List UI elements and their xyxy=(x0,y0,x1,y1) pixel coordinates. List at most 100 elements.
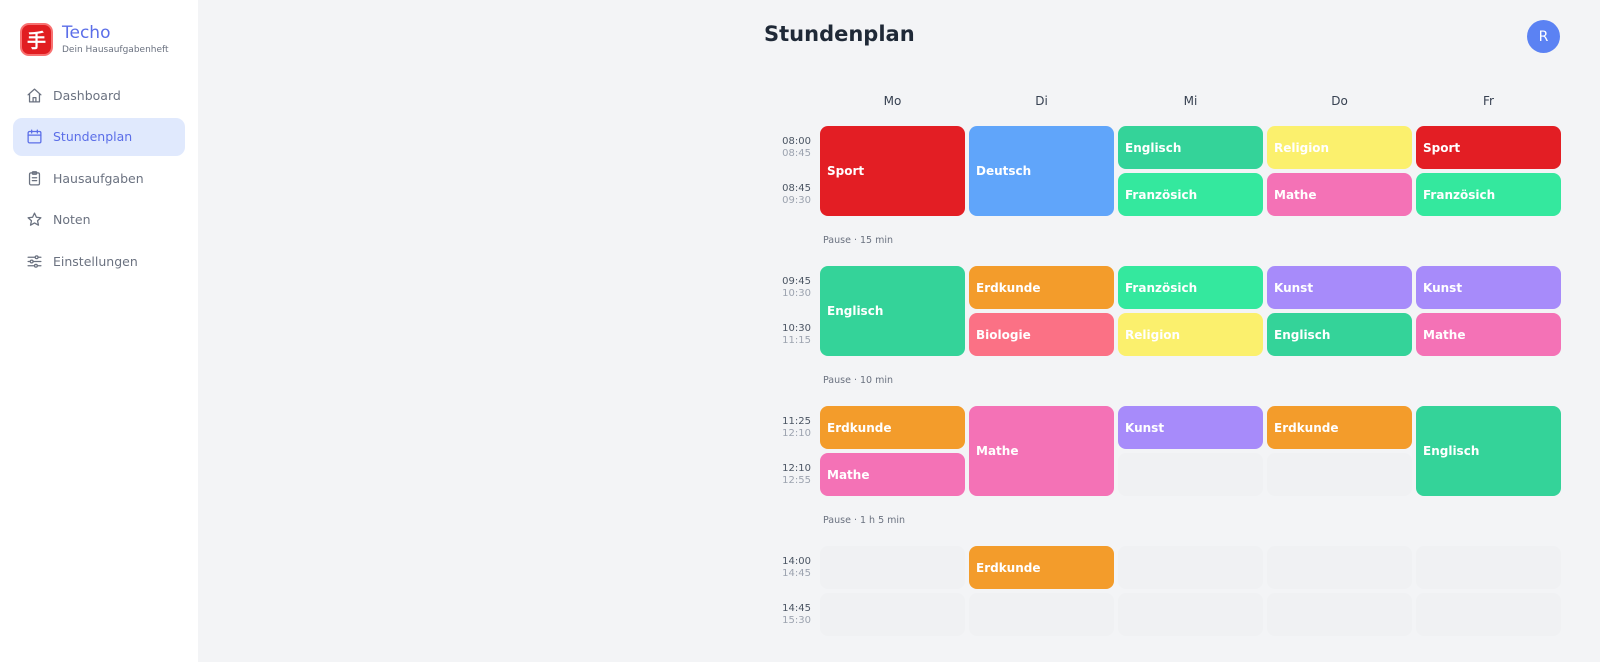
empty-slot[interactable] xyxy=(820,593,965,636)
sidebar-item-label: Noten xyxy=(53,212,91,227)
period-time: 09:45 10:30 xyxy=(760,276,811,300)
lesson-subject: Kunst xyxy=(1125,420,1165,435)
period-start-time: 14:45 xyxy=(782,603,811,614)
lesson-card[interactable]: Kunst xyxy=(1118,406,1263,449)
day-header-mo: Mo xyxy=(883,94,902,108)
lesson-subject: Deutsch xyxy=(976,164,1032,178)
star-icon xyxy=(27,212,42,226)
lesson-card[interactable]: Religion xyxy=(1118,313,1263,356)
lesson-card[interactable]: Mathe xyxy=(1267,173,1412,216)
home-icon xyxy=(27,87,42,103)
pause-label: Pause · 15 min xyxy=(823,235,894,246)
day-header-fr: Fr xyxy=(1483,94,1494,108)
empty-slot[interactable] xyxy=(1267,453,1412,496)
period-time: 14:45 15:30 xyxy=(760,603,811,627)
app-tagline: Dein Hausaufgabenheft xyxy=(62,45,169,55)
pause-label: Pause · 10 min xyxy=(823,375,894,386)
sliders-icon xyxy=(27,254,42,268)
period-start-time: 09:45 xyxy=(782,276,811,287)
period-time: 08:45 09:30 xyxy=(760,183,811,207)
lesson-card[interactable]: Französich xyxy=(1118,266,1263,309)
lesson-card[interactable]: Deutsch xyxy=(969,126,1114,216)
lesson-subject: Kunst xyxy=(1274,280,1314,295)
day-header-mi: Mi xyxy=(1183,94,1198,108)
sidebar: 手 Techo Dein Hausaufgabenheft Dashboard … xyxy=(0,0,198,662)
day-header-di: Di xyxy=(1035,94,1048,108)
period-start-time: 08:00 xyxy=(782,136,811,147)
sidebar-item-label: Stundenplan xyxy=(53,129,133,144)
empty-slot[interactable] xyxy=(1118,546,1263,589)
lesson-card[interactable]: Erdkunde xyxy=(1267,406,1412,449)
lesson-card[interactable]: Sport xyxy=(820,126,965,216)
period-time: 10:30 11:15 xyxy=(760,323,811,347)
sidebar-item-label: Einstellungen xyxy=(53,253,138,269)
period-end-time: 09:30 xyxy=(782,195,811,206)
lesson-card[interactable]: Mathe xyxy=(1416,313,1561,356)
empty-slot[interactable] xyxy=(969,593,1114,636)
clipboard-icon xyxy=(28,170,41,186)
period-time: 12:10 12:55 xyxy=(760,463,811,487)
lesson-subject: Mathe xyxy=(976,444,1019,458)
lesson-card[interactable]: Sport xyxy=(1416,126,1561,169)
brand[interactable]: 手 Techo Dein Hausaufgabenheft xyxy=(20,23,169,56)
sidebar-item-label: Dashboard xyxy=(53,87,121,103)
lesson-subject: Religion xyxy=(1125,327,1181,342)
lesson-subject: Englisch xyxy=(1274,327,1331,342)
lesson-card[interactable]: Biologie xyxy=(969,313,1114,356)
lesson-subject: Sport xyxy=(827,164,865,178)
lesson-card[interactable]: Englisch xyxy=(1416,406,1561,496)
period-end-time: 15:30 xyxy=(782,615,811,626)
sidebar-nav: Dashboard Stundenplan Hausaufgaben Noten… xyxy=(13,76,185,284)
period-start-time: 14:00 xyxy=(782,556,811,567)
lesson-subject: Englisch xyxy=(827,304,884,318)
period-start-time: 10:30 xyxy=(782,323,811,334)
sidebar-item-einstellungen[interactable]: Einstellungen xyxy=(13,242,185,280)
lesson-card[interactable]: Englisch xyxy=(820,266,965,356)
period-start-time: 11:25 xyxy=(782,416,811,427)
lesson-card[interactable]: Französich xyxy=(1118,173,1263,216)
lesson-subject: Französich xyxy=(1125,187,1198,202)
lesson-subject: Erdkunde xyxy=(827,420,892,435)
empty-slot[interactable] xyxy=(1118,453,1263,496)
lesson-card[interactable]: Religion xyxy=(1267,126,1412,169)
sidebar-item-hausaufgaben[interactable]: Hausaufgaben xyxy=(13,159,185,197)
period-start-time: 08:45 xyxy=(782,183,811,194)
empty-slot[interactable] xyxy=(1267,593,1412,636)
lesson-card[interactable]: Englisch xyxy=(1118,126,1263,169)
lesson-subject: Mathe xyxy=(827,467,870,482)
lesson-card[interactable]: Französich xyxy=(1416,173,1561,216)
empty-slot[interactable] xyxy=(820,546,965,589)
lesson-subject: Französich xyxy=(1125,280,1198,295)
empty-slot[interactable] xyxy=(1416,593,1561,636)
period-end-time: 12:10 xyxy=(782,428,811,439)
lesson-card[interactable]: Kunst xyxy=(1416,266,1561,309)
empty-slot[interactable] xyxy=(1416,546,1561,589)
day-header-do: Do xyxy=(1331,94,1348,108)
lesson-card[interactable]: Mathe xyxy=(820,453,965,496)
lesson-subject: Englisch xyxy=(1423,444,1480,458)
lesson-card[interactable]: Erdkunde xyxy=(969,546,1114,589)
lesson-subject: Kunst xyxy=(1423,280,1463,295)
avatar[interactable]: R xyxy=(1527,20,1560,53)
empty-slot[interactable] xyxy=(1267,546,1412,589)
period-start-time: 12:10 xyxy=(782,463,811,474)
lesson-card[interactable]: Erdkunde xyxy=(820,406,965,449)
lesson-subject: Mathe xyxy=(1274,187,1317,202)
sidebar-item-noten[interactable]: Noten xyxy=(13,201,185,239)
lesson-card[interactable]: Englisch xyxy=(1267,313,1412,356)
lesson-subject: Englisch xyxy=(1125,140,1182,155)
lesson-card[interactable]: Kunst xyxy=(1267,266,1412,309)
lesson-subject: Erdkunde xyxy=(976,280,1041,295)
sidebar-item-stundenplan[interactable]: Stundenplan xyxy=(13,117,185,156)
lesson-subject: Religion xyxy=(1274,140,1330,155)
lesson-card[interactable]: Mathe xyxy=(969,406,1114,496)
lesson-subject: Biologie xyxy=(976,327,1031,342)
period-time: 14:00 14:45 xyxy=(760,556,811,580)
empty-slot[interactable] xyxy=(1118,593,1263,636)
lesson-card[interactable]: Erdkunde xyxy=(969,266,1114,309)
sidebar-item-dashboard[interactable]: Dashboard xyxy=(13,76,185,114)
period-end-time: 08:45 xyxy=(782,148,811,159)
period-end-time: 14:45 xyxy=(782,568,811,579)
calendar-icon xyxy=(27,129,42,144)
page-title: Stundenplan xyxy=(764,22,915,46)
